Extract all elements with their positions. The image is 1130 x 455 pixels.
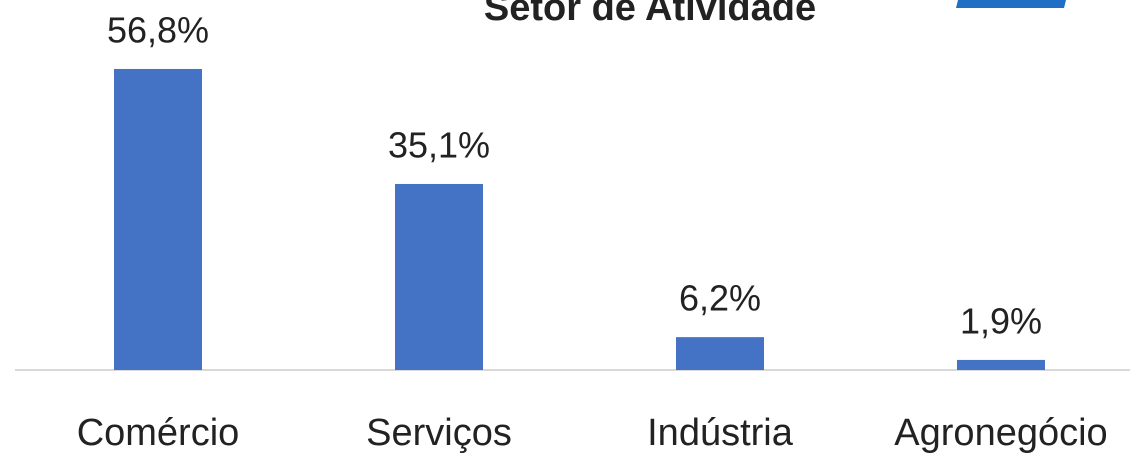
logo-fragment [956,0,1066,8]
value-label: 1,9% [960,300,1042,341]
chart-title: Setor de Atividade [484,0,816,29]
x-tick-label: Comércio [77,412,240,454]
x-tick-label: Agronegócio [894,412,1107,454]
bar [114,68,202,371]
x-tick-label: Indústria [647,412,794,454]
x-tick-label: Serviços [366,412,512,454]
bar [957,359,1045,370]
bar [395,183,483,370]
value-label: 56,8% [107,9,209,50]
value-label: 35,1% [388,124,490,165]
value-label: 6,2% [679,278,761,319]
bar [676,337,764,370]
